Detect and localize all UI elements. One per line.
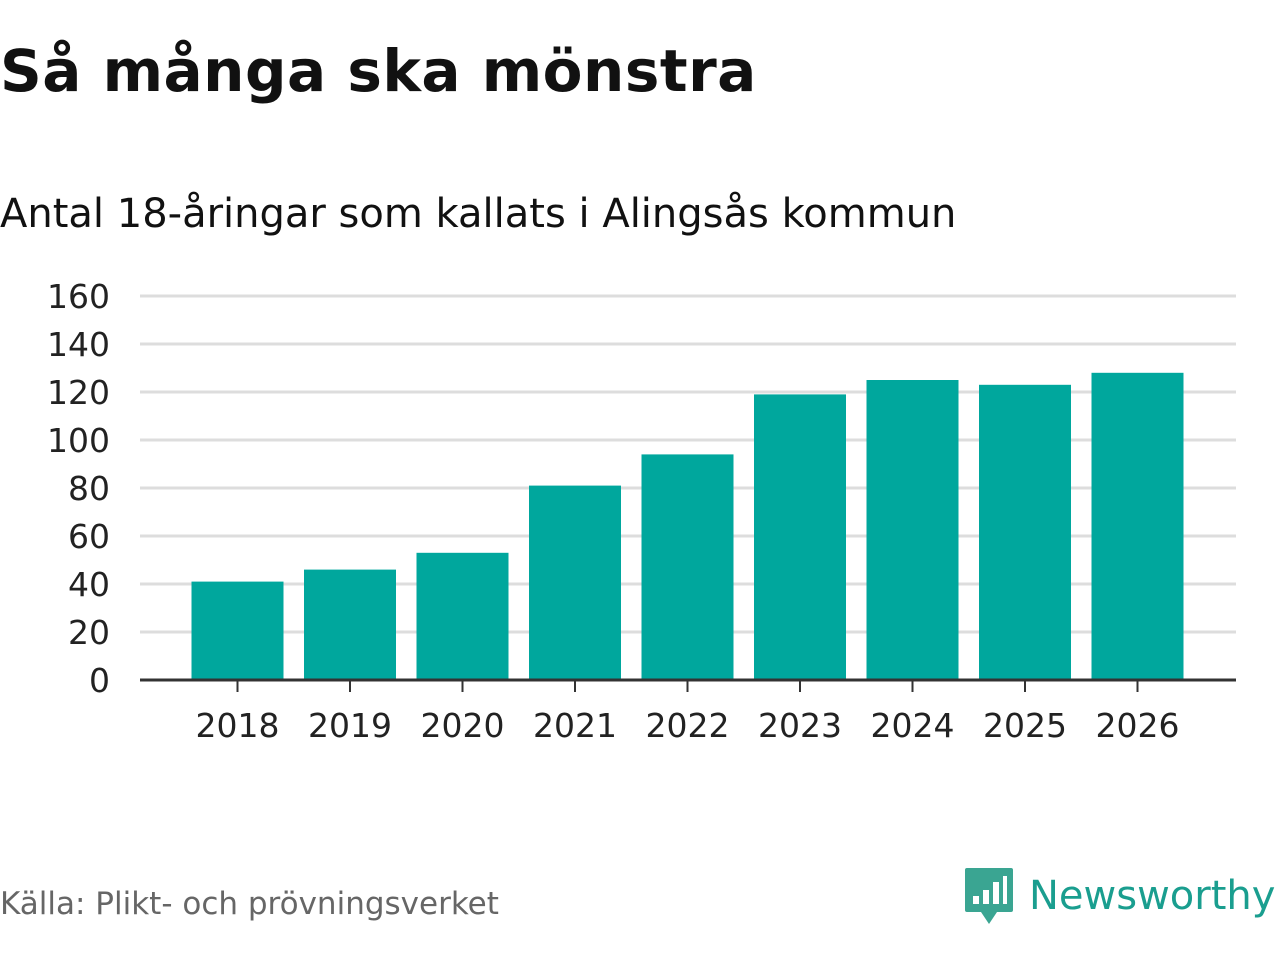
- y-axis-ticks: 0 20 40 60 80 100 120 140 160: [47, 277, 110, 700]
- bar-2019: [304, 569, 396, 680]
- bar-2022: [641, 454, 734, 680]
- bar-2021: [529, 485, 621, 680]
- bars: [191, 372, 1184, 680]
- y-tick-label-120: 120: [47, 373, 110, 412]
- bar-2025: [979, 384, 1071, 680]
- source-note: Källa: Plikt- och prövningsverket: [0, 886, 499, 922]
- y-tick-label-80: 80: [68, 469, 110, 508]
- bar-2023: [754, 394, 846, 680]
- x-tick-label-2024: 2024: [871, 706, 955, 745]
- x-tick-label-2023: 2023: [758, 706, 842, 745]
- x-tick-label-2018: 2018: [196, 706, 280, 745]
- y-tick-label-0: 0: [89, 661, 110, 700]
- y-tick-label-140: 140: [47, 325, 110, 364]
- brand-name: Newsworthy: [1029, 873, 1276, 919]
- newsworthy-logo-icon: [965, 868, 1013, 924]
- bar-2018: [191, 581, 284, 680]
- y-tick-label-60: 60: [68, 517, 110, 556]
- x-tick-label-2021: 2021: [533, 706, 617, 745]
- x-tick-label-2025: 2025: [983, 706, 1067, 745]
- y-tick-label-20: 20: [68, 613, 110, 652]
- y-tick-label-100: 100: [47, 421, 110, 460]
- bar-2026: [1091, 372, 1184, 680]
- chart-subtitle: Antal 18-åringar som kallats i Alingsås …: [0, 191, 957, 237]
- y-tick-label-160: 160: [47, 277, 110, 316]
- x-tick-label-2019: 2019: [308, 706, 392, 745]
- x-tick-label-2022: 2022: [646, 706, 730, 745]
- x-axis-ticks: 2018 2019 2020 2021 2022 2023 2024 2025 2026: [196, 706, 1180, 745]
- y-tick-label-40: 40: [68, 565, 110, 604]
- brand-logo: Newsworthy: [963, 866, 1275, 926]
- x-axis: [140, 678, 1236, 692]
- chart-title: Så många ska mönstra: [0, 37, 757, 105]
- x-tick-label-2020: 2020: [421, 706, 505, 745]
- x-tick-label-2026: 2026: [1096, 706, 1180, 745]
- bar-2020: [416, 552, 509, 680]
- bar-2024: [866, 380, 959, 680]
